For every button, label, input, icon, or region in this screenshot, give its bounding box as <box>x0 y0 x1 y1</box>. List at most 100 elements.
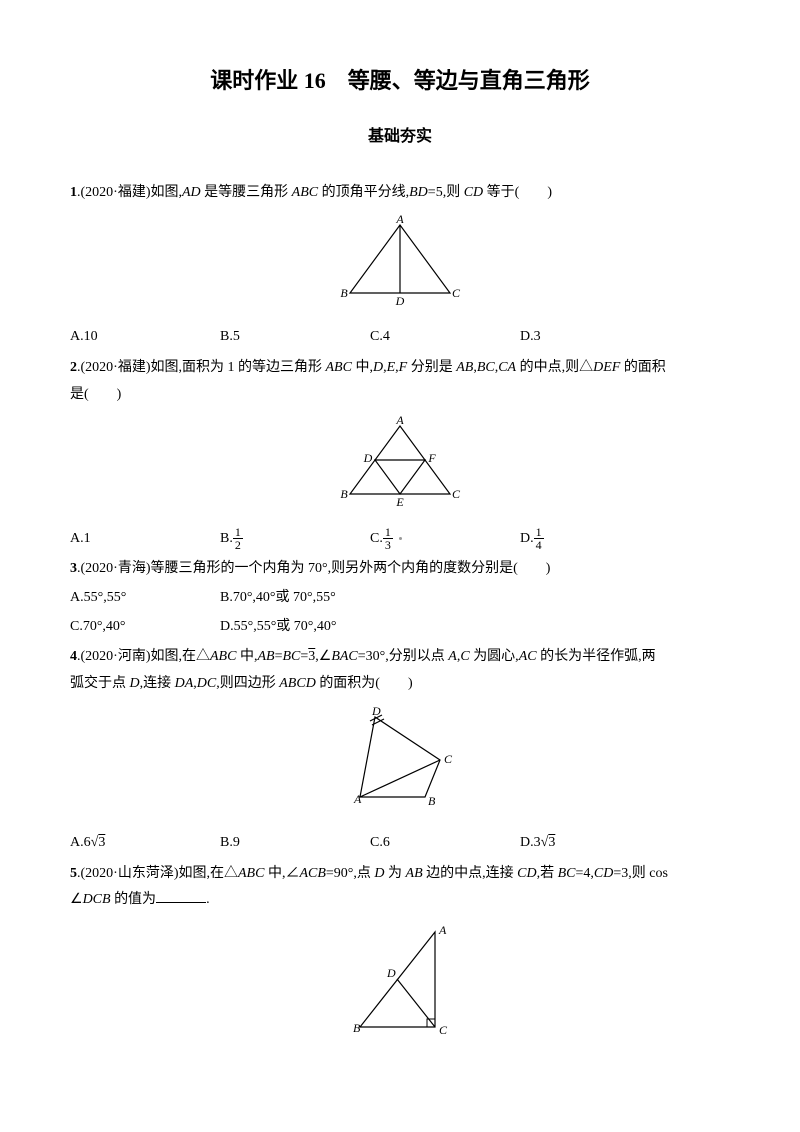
q5-blank <box>156 890 206 903</box>
dot-icon <box>399 537 402 540</box>
q5-b3: ACB <box>299 866 325 881</box>
q4-b23: ,则四边形 <box>216 676 279 691</box>
q1-t4: 的顶角平分线, <box>318 185 409 200</box>
q4-b1: ABC <box>210 649 236 664</box>
q5-b16: DCB <box>83 892 111 907</box>
q5-b14: =3,则 cos <box>613 866 668 881</box>
q1-source: .(2020·福建)如图, <box>77 185 182 200</box>
q3-text: .(2020·青海)等腰三角形的一个内角为 70°,则另外两个内角的度数分别是(… <box>77 561 550 576</box>
q1-t5: BD <box>409 185 428 200</box>
q2-b11: BC <box>477 360 495 375</box>
q2-b-den: 2 <box>233 539 243 551</box>
fig-label-c2: C <box>452 487 461 501</box>
fig-label-b5: B <box>353 1021 361 1035</box>
question-3: 3.(2020·青海)等腰三角形的一个内角为 70°,则另外两个内角的度数分别是… <box>70 556 730 583</box>
q1-t8: 等于( ) <box>483 185 552 200</box>
q1-opt-b: B.5 <box>220 324 370 351</box>
q2-d-pre: D. <box>520 531 534 546</box>
q4-b3: AB <box>257 649 274 664</box>
fig-label-d2: D <box>363 451 373 465</box>
q2-b8: 分别是 <box>407 360 456 375</box>
worksheet-page: 课时作业 16 等腰、等边与直角三角形 基础夯实 1.(2020·福建)如图,A… <box>0 0 800 1096</box>
q1-opt-c: C.4 <box>370 324 520 351</box>
q1-t3: ABC <box>292 185 318 200</box>
q4-b25: 的面积为( ) <box>316 676 413 691</box>
q4-b9: BAC <box>331 649 357 664</box>
q4-s: .(2020·河南)如图,在△ <box>77 649 210 664</box>
q4-opt-a: A.6√3 <box>70 830 220 857</box>
q2-d-frac: 14 <box>534 526 544 551</box>
q2-b1: ABC <box>326 360 352 375</box>
q4-b24: ABCD <box>279 676 316 691</box>
q5-b9: CD <box>517 866 536 881</box>
fig-label-c: C <box>452 286 461 300</box>
q1-options: A.10 B.5 C.4 D.3 <box>70 324 730 351</box>
q3-number: 3 <box>70 561 77 576</box>
q2-b5: E <box>387 360 396 375</box>
section-subtitle: 基础夯实 <box>70 122 730 152</box>
q1-t6: =5,则 <box>428 185 464 200</box>
fig-label-d5: D <box>386 966 396 980</box>
q5-line2: ∠DCB 的值为. <box>70 887 730 914</box>
q2-c-den: 3 <box>383 539 393 551</box>
q4-a-txt: A.6 <box>70 835 91 850</box>
q2-opt-b: B.12 <box>220 526 370 553</box>
q5-b13: CD <box>594 866 613 881</box>
fig-label-e2: E <box>395 495 404 509</box>
question-1: 1.(2020·福建)如图,AD 是等腰三角形 ABC 的顶角平分线,BD=5,… <box>70 180 730 207</box>
q1-opt-a: A.10 <box>70 324 220 351</box>
q4-b2: 中, <box>236 649 257 664</box>
q1-t2: 是等腰三角形 <box>201 185 292 200</box>
q4-b17: 弧交于点 <box>70 676 130 691</box>
q5-s: .(2020·山东菏泽)如图,在△ <box>77 866 238 881</box>
q4-line2: 弧交于点 D,连接 DA,DC,则四边形 ABCD 的面积为( ) <box>70 671 730 698</box>
q4-opt-c: C.6 <box>370 830 520 857</box>
q4-b10: =30°,分别以点 <box>358 649 449 664</box>
q2-opt-c: C.13 <box>370 526 520 553</box>
q3-options-1: A.55°,55° B.70°,40°或 70°,55° <box>70 585 730 612</box>
q4-b19: ,连接 <box>140 676 175 691</box>
fig-label-f2: F <box>427 451 436 465</box>
q5-figure: A B C D <box>70 922 730 1053</box>
q2-c-frac: 13 <box>383 526 393 551</box>
q1-t1: AD <box>182 185 201 200</box>
q4-options: A.6√3 B.9 C.6 D.3√3 <box>70 830 730 857</box>
q4-b15: AC <box>519 649 537 664</box>
q2-d-den: 4 <box>534 539 544 551</box>
q5-b4: =90°,点 <box>326 866 375 881</box>
fig-label-d: D <box>395 294 405 308</box>
page-title: 课时作业 16 等腰、等边与直角三角形 <box>70 60 730 102</box>
fig-label-c5: C <box>439 1023 448 1037</box>
q1-number: 1 <box>70 185 77 200</box>
q5-b5: D <box>374 866 384 881</box>
q1-opt-d: D.3 <box>520 324 670 351</box>
q4-b18: D <box>130 676 140 691</box>
fig-label-b2: B <box>340 487 348 501</box>
q4-d-txt: D.3 <box>520 835 541 850</box>
q4-opt-b: B.9 <box>220 830 370 857</box>
q4-b20: DA <box>175 676 194 691</box>
q2-figure: A B C D F E <box>70 416 730 522</box>
q4-d-sqrt: √3 <box>541 835 556 850</box>
q2-b15: DEF <box>593 360 620 375</box>
q5-b2: 中,∠ <box>264 866 299 881</box>
q5-b8: 边的中点,连接 <box>423 866 518 881</box>
q1-t7: CD <box>464 185 483 200</box>
question-2: 2.(2020·福建)如图,面积为 1 的等边三角形 ABC 中,D,E,F 分… <box>70 355 730 408</box>
q4-b8: ,∠ <box>315 649 331 664</box>
q2-b2: 中, <box>352 360 373 375</box>
q4-b5: BC <box>282 649 300 664</box>
q2-s1: .(2020·福建)如图,面积为 1 的等边三角形 <box>77 360 326 375</box>
fig-label-a: A <box>395 215 404 226</box>
q2-c-pre: C. <box>370 531 383 546</box>
fig-label-a2: A <box>395 416 404 427</box>
q3-opt-c: C.70°,40° <box>70 614 220 641</box>
q2-b14: 的中点,则△ <box>516 360 593 375</box>
question-4: 4.(2020·河南)如图,在△ABC 中,AB=BC=3,∠BAC=30°,分… <box>70 644 730 697</box>
q2-b7: F <box>399 360 408 375</box>
fig-label-b: B <box>340 286 348 300</box>
q5-b1: ABC <box>238 866 264 881</box>
q5-b6: 为 <box>385 866 406 881</box>
q2-opt-a: A.1 <box>70 526 220 553</box>
q5-b7: AB <box>406 866 423 881</box>
